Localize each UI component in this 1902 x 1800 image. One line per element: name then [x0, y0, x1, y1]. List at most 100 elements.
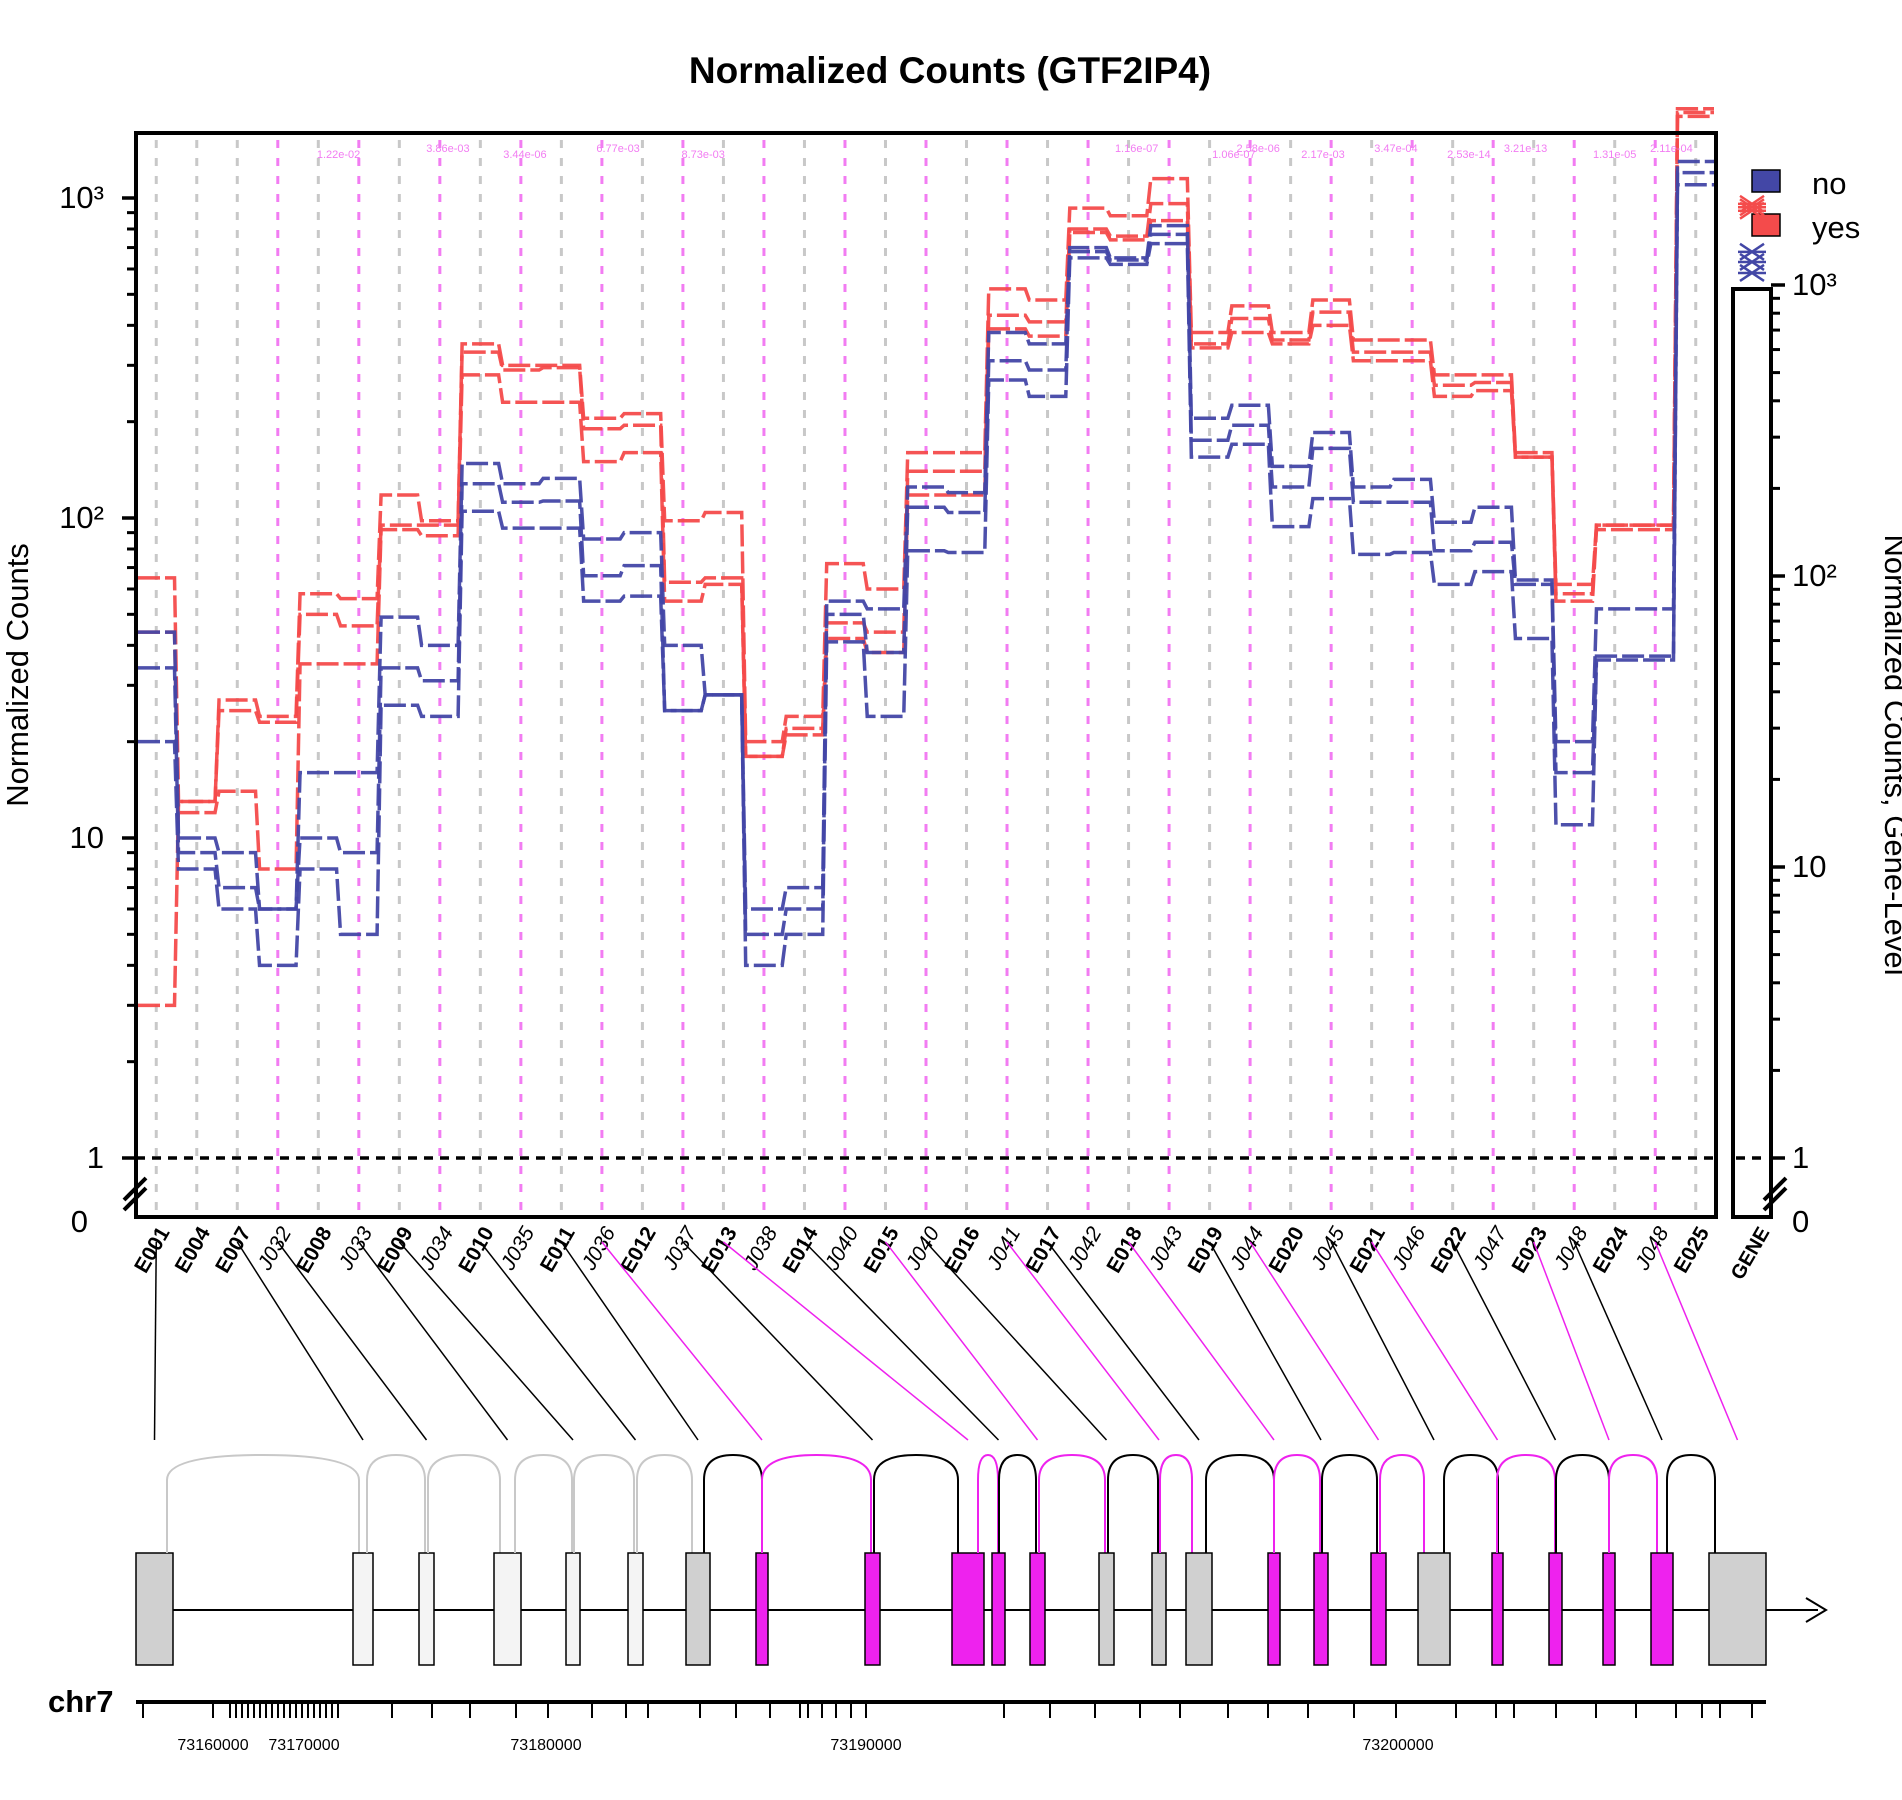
y-right-tick-label: 0 — [1792, 1204, 1809, 1239]
exon-block — [565, 1552, 581, 1666]
genome-axis-label: 73170000 — [268, 1737, 339, 1754]
x-tick-label: E019 — [1183, 1223, 1227, 1277]
x-tick-label: E015 — [859, 1223, 904, 1277]
x-tick-label: J040 — [820, 1223, 863, 1275]
x-tick-label: E018 — [1102, 1223, 1147, 1277]
y-right-tick-label: 10³ — [1792, 267, 1837, 302]
exon-block — [627, 1552, 644, 1666]
exon-block — [951, 1552, 985, 1666]
feature-connector — [1330, 1241, 1435, 1441]
y-tick-label: 10² — [59, 500, 104, 535]
x-tick-label: E016 — [940, 1223, 984, 1277]
x-tick-label: E024 — [1589, 1223, 1634, 1277]
x-tick-label: E013 — [697, 1223, 741, 1277]
splice-junction-arc — [977, 1453, 999, 1553]
pvalue-label: 1.06e-07 — [1212, 149, 1255, 161]
splice-junction-arc — [761, 1453, 872, 1553]
exon-block — [1602, 1552, 1616, 1666]
x-tick-gene: GENE — [1727, 1224, 1774, 1284]
feature-connector — [153, 1241, 158, 1441]
legend-swatch-no — [1751, 169, 1781, 193]
feature-connector — [358, 1241, 509, 1441]
splice-junction-arc — [636, 1453, 693, 1553]
axis-break-mark — [122, 1176, 148, 1202]
splice-junction-arc — [1159, 1453, 1193, 1553]
exon-block — [685, 1552, 711, 1666]
legend: no yes — [1751, 166, 1860, 245]
x-tick-label: J042 — [1063, 1223, 1106, 1275]
legend-label-yes: yes — [1812, 210, 1860, 245]
exon-block — [1491, 1552, 1504, 1666]
pvalue-label: 2.11e-04 — [1650, 143, 1693, 155]
series-no-6 — [138, 183, 1714, 968]
gene-panel-frame — [1731, 287, 1773, 1219]
exon-block — [1417, 1552, 1451, 1666]
exon-block — [864, 1552, 881, 1666]
splice-junction-arc — [1608, 1453, 1658, 1553]
x-tick-label: E020 — [1265, 1223, 1309, 1277]
pvalue-label: 1.22e-02 — [317, 149, 360, 161]
exon-block — [1708, 1552, 1767, 1666]
series-yes-1 — [138, 107, 1714, 804]
pvalue-label: 8.73e-03 — [681, 149, 724, 161]
splice-junction-arc — [366, 1453, 426, 1553]
feature-connector — [884, 1241, 1039, 1441]
x-tick-label: J048 — [1630, 1223, 1673, 1275]
exon-block — [1151, 1552, 1167, 1666]
x-tick-labels: E001E004E007J032E008J033E009J034E010J035… — [130, 1222, 1714, 1277]
splice-junction-arc — [873, 1453, 959, 1553]
splice-junction-arc — [1666, 1453, 1716, 1553]
feature-connector — [1573, 1241, 1663, 1441]
exon-block — [1370, 1552, 1387, 1666]
pvalue-label: 1.16e-07 — [1115, 143, 1158, 155]
x-tick-label: E007 — [211, 1223, 255, 1277]
pvalue-label: 3.47e-04 — [1374, 143, 1417, 155]
splice-junction-arc — [427, 1453, 501, 1553]
feature-connector — [479, 1241, 637, 1441]
feature-connector — [601, 1241, 763, 1441]
pvalue-label: 3.86e-03 — [426, 143, 469, 155]
splice-junction-arc — [1379, 1453, 1425, 1553]
feature-connector — [560, 1241, 699, 1441]
y-right-tick-label: 1 — [1792, 1140, 1809, 1175]
splice-junction-arc — [998, 1453, 1037, 1553]
x-tick-label: J048 — [1549, 1223, 1592, 1275]
x-tick-label: E021 — [1346, 1223, 1391, 1277]
x-tick-label: J046 — [1387, 1223, 1430, 1275]
pvalue-label: 2.53e-14 — [1447, 149, 1490, 161]
x-tick-label: J047 — [1468, 1222, 1512, 1275]
exon-block — [1029, 1552, 1046, 1666]
pvalue-label: 2.58e-06 — [1236, 143, 1279, 155]
y-axis-label-right: Normalized Counts, Gene-Level — [1878, 534, 1902, 975]
exon-block — [135, 1552, 174, 1666]
x-tick-label: J043 — [1144, 1223, 1187, 1275]
feature-connector — [1208, 1241, 1322, 1441]
splice-junction-arc — [1038, 1453, 1106, 1553]
y-tick-label: 10 — [70, 820, 104, 855]
x-tick-label: E004 — [171, 1223, 216, 1277]
exon-block — [1548, 1552, 1563, 1666]
x-tick-label: J044 — [1225, 1223, 1268, 1275]
feature-connector — [277, 1241, 428, 1441]
series-yes-3 — [138, 114, 1714, 871]
x-tick-label: J035 — [496, 1223, 539, 1275]
x-tick-label: E014 — [778, 1223, 823, 1277]
pvalue-label: 2.17e-03 — [1301, 149, 1344, 161]
feature-connector — [722, 1241, 969, 1441]
splice-junction-arc — [166, 1453, 360, 1553]
exon-block — [1650, 1552, 1674, 1666]
x-tick-label: E011 — [536, 1223, 580, 1276]
exon-block — [352, 1552, 374, 1666]
y-axis-label: Normalized Counts — [0, 543, 35, 807]
splice-junction-arc — [514, 1453, 573, 1553]
axis-break-mark — [1762, 1186, 1788, 1212]
feature-connector — [1249, 1241, 1380, 1441]
splice-junction-arc — [1555, 1453, 1610, 1553]
legend-swatch-yes — [1751, 213, 1781, 237]
legend-label-no: no — [1812, 166, 1846, 201]
gene-level-panel — [1736, 194, 1768, 1160]
chart-title: Normalized Counts (GTF2IP4) — [689, 50, 1211, 91]
series-lines — [138, 107, 1714, 1008]
feature-connector — [1371, 1241, 1499, 1441]
